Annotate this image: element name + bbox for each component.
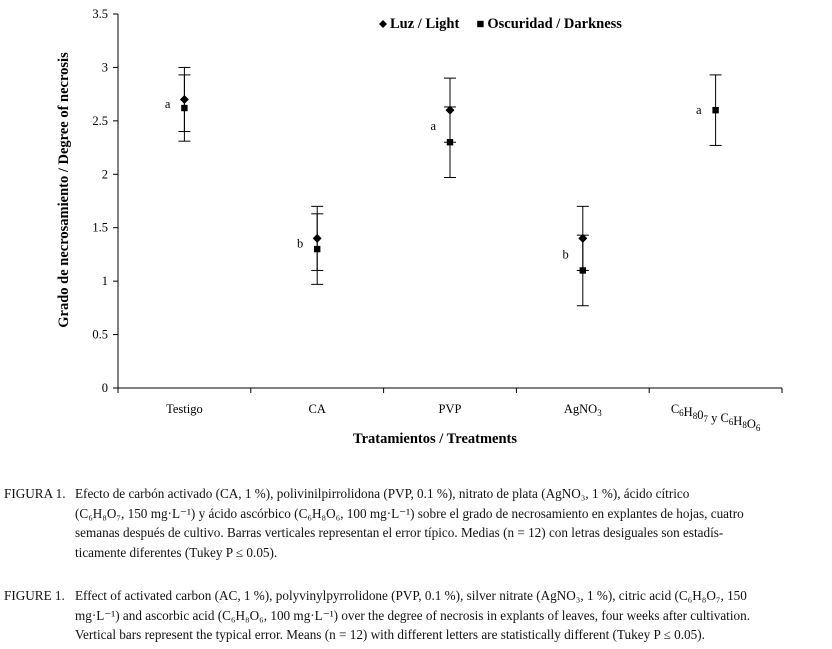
point-light <box>578 233 588 243</box>
legend: Luz / Light Oscuridad / Darkness <box>379 16 622 32</box>
x-tick-label: PVP <box>439 402 462 416</box>
y-tick-label: 1.5 <box>92 221 108 235</box>
caption-spanish-label: FIGURA 1. <box>4 486 66 501</box>
group-letter: a <box>430 119 436 133</box>
x-tick-label: CA <box>309 402 326 416</box>
y-tick-label: 2 <box>102 167 108 181</box>
group-letter: b <box>297 237 303 251</box>
x-tick-label: Testigo <box>166 402 203 416</box>
point-light <box>179 94 189 104</box>
group-letter: b <box>563 247 569 261</box>
y-tick-label: 0.5 <box>92 328 108 342</box>
caption-spanish-line: semanas después de cultivo. Barras verti… <box>75 525 724 540</box>
legend-label-light: Luz / Light <box>390 16 459 32</box>
x-tick-label: AgNO3 <box>564 402 602 418</box>
point-light <box>312 233 322 243</box>
necrosis-chart: 0 0.5 1 1.5 2 2.5 3 3.5 Testigo CA PVP AgNO3 C6H807… <box>56 7 783 447</box>
y-axis-label: Grado de necrosamiento / Degree of necro… <box>56 52 72 328</box>
legend-marker-light <box>379 20 387 28</box>
caption-spanish-line: ticamente diferentes (Tukey P ≤ 0.05). <box>75 544 278 560</box>
legend-label-darkness: Oscuridad / Darkness <box>487 16 622 32</box>
y-tick-label: 3.5 <box>92 7 108 21</box>
point-darkness <box>446 139 454 146</box>
caption-spanish-line: Efecto de carbón activado (CA, 1 %), pol… <box>75 486 690 501</box>
y-tick-label: 0 <box>102 381 108 395</box>
point-darkness <box>314 245 321 253</box>
caption-english-line: Effect of activated carbon (AC, 1 %), po… <box>75 588 747 603</box>
axes <box>117 14 782 389</box>
caption-english-line: mg·L⁻¹) and ascorbic acid (C₆H₈O₆, 100 m… <box>75 607 750 623</box>
y-ticks: 0 0.5 1 1.5 2 2.5 3 3.5 <box>92 7 118 395</box>
point-darkness <box>712 106 719 114</box>
y-tick-label: 3 <box>102 60 108 74</box>
caption-english-label: FIGURE 1. <box>4 588 65 603</box>
point-darkness <box>181 104 188 112</box>
legend-marker-darkness <box>477 20 484 28</box>
y-tick-label: 2.5 <box>92 114 108 128</box>
caption-english-line: Vertical bars represent the typical erro… <box>75 627 705 642</box>
group-letter: a <box>165 97 171 111</box>
group-letter: a <box>696 103 702 117</box>
point-light <box>445 105 455 115</box>
y-tick-label: 1 <box>102 274 108 288</box>
caption-spanish-line: (C₆H₈O₇, 150 mg·L⁻¹) y ácido ascórbico (… <box>75 505 744 521</box>
x-axis-label: Tratamientos / Treatments <box>353 431 517 447</box>
x-ticks: Testigo CA PVP AgNO3 C6H807 y C6H8O6 <box>117 388 783 433</box>
point-darkness <box>579 267 586 274</box>
data-marks: a b a b a <box>165 66 722 307</box>
x-tick-label: C6H807 y C6H8O6 <box>671 402 761 433</box>
